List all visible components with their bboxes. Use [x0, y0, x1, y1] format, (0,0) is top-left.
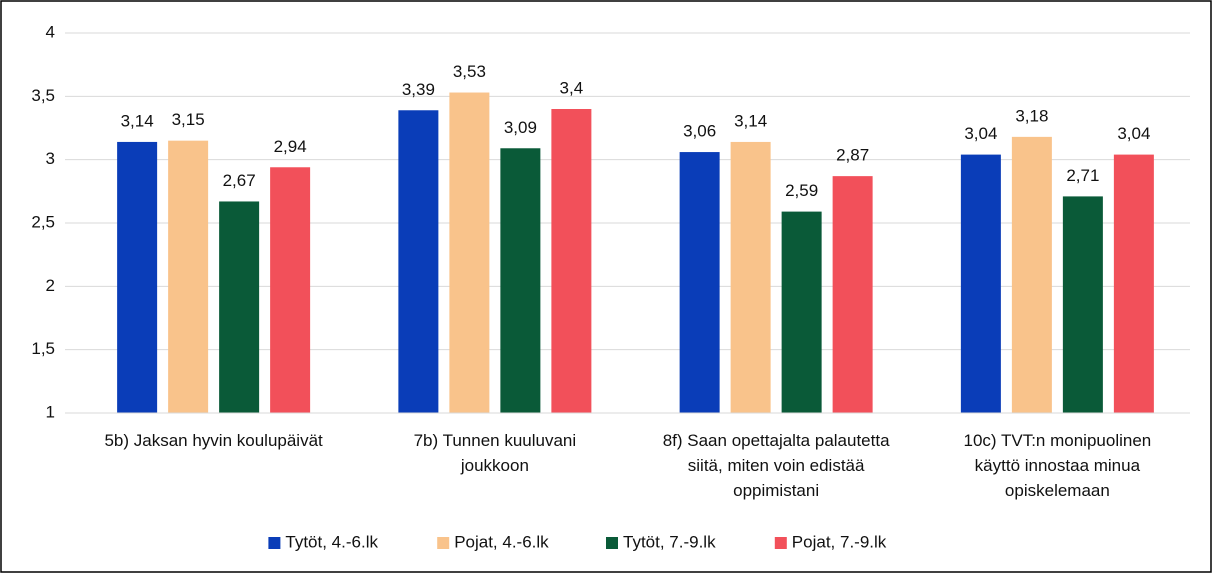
bar: [500, 148, 541, 413]
y-tick-label: 3,5: [31, 86, 55, 105]
legend-label: Tytöt, 4.-6.lk: [285, 532, 378, 551]
x-tick-label: 5b) Jaksan hyvin koulupäivät: [104, 431, 323, 450]
legend-swatch: [774, 537, 787, 549]
bar: [551, 109, 592, 413]
value-label: 3,15: [172, 110, 205, 129]
value-label: 3,09: [504, 118, 537, 137]
bar: [781, 211, 822, 413]
y-tick-label: 3: [46, 149, 55, 168]
value-label: 3,04: [1117, 124, 1150, 143]
value-label: 3,39: [402, 80, 435, 99]
value-label: 3,14: [121, 111, 154, 130]
value-label: 2,94: [274, 137, 307, 156]
legend-swatch: [268, 537, 281, 549]
bar: [730, 141, 771, 413]
value-label: 3,18: [1015, 106, 1048, 125]
legend-swatch: [437, 537, 450, 549]
bar: [1011, 136, 1052, 413]
bar: [679, 152, 720, 414]
bar: [1113, 154, 1154, 413]
x-tick-label: 7b) Tunnen kuuluvani joukkoon: [413, 431, 577, 475]
bar: [270, 167, 311, 413]
value-label: 3,06: [683, 122, 716, 141]
value-label: 2,71: [1066, 166, 1099, 185]
legend-label: Pojat, 7.-9.lk: [792, 532, 887, 551]
value-label: 2,87: [836, 146, 869, 165]
value-label: 3,53: [453, 62, 486, 81]
bar: [219, 201, 260, 413]
legend-label: Tytöt, 7.-9.lk: [623, 532, 716, 551]
legend-label: Pojat, 4.-6.lk: [454, 532, 549, 551]
y-tick-label: 1,5: [31, 339, 55, 358]
bar: [168, 140, 209, 413]
value-label: 3,4: [560, 78, 584, 97]
value-label: 2,59: [785, 181, 818, 200]
value-label: 3,14: [734, 111, 767, 130]
x-tick-label: 10c) TVT:n monipuolinen käyttö innostaa …: [963, 431, 1152, 500]
bar: [449, 92, 490, 414]
value-label: 2,67: [223, 171, 256, 190]
bar: [832, 176, 873, 413]
bar: [960, 154, 1001, 413]
legend-swatch: [606, 537, 618, 549]
y-tick-label: 2,5: [31, 212, 55, 231]
y-tick-label: 1: [46, 402, 55, 421]
y-tick-label: 4: [46, 22, 55, 41]
y-tick-label: 2: [46, 276, 55, 295]
bar: [398, 110, 439, 414]
bar: [117, 141, 158, 413]
x-tick-label: 8f) Saan opettajalta palautetta siitä, m…: [662, 431, 890, 500]
value-label: 3,04: [964, 124, 997, 143]
bar: [1062, 196, 1103, 413]
